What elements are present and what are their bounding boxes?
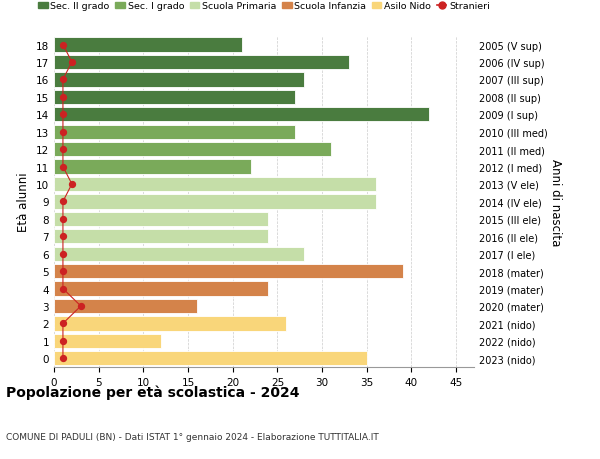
Text: Popolazione per età scolastica - 2024: Popolazione per età scolastica - 2024	[6, 385, 299, 399]
Bar	[54, 90, 295, 105]
Point	[67, 181, 77, 188]
Bar	[54, 317, 286, 331]
Bar	[54, 352, 367, 366]
Point	[58, 42, 68, 49]
Point	[58, 94, 68, 101]
Point	[58, 268, 68, 275]
Point	[58, 146, 68, 153]
Point	[58, 251, 68, 258]
Bar	[54, 108, 430, 122]
Bar	[54, 264, 403, 279]
Point	[58, 320, 68, 327]
Y-axis label: Anni di nascita: Anni di nascita	[548, 158, 562, 246]
Point	[58, 77, 68, 84]
Bar	[54, 125, 295, 140]
Point	[67, 59, 77, 67]
Point	[58, 129, 68, 136]
Bar	[54, 230, 268, 244]
Point	[58, 112, 68, 119]
Point	[58, 285, 68, 292]
Bar	[54, 195, 376, 209]
Bar	[54, 73, 304, 87]
Bar	[54, 56, 349, 70]
Point	[58, 198, 68, 206]
Y-axis label: Età alunni: Età alunni	[17, 172, 31, 232]
Bar	[54, 334, 161, 348]
Bar	[54, 143, 331, 157]
Bar	[54, 212, 268, 226]
Bar	[54, 160, 251, 174]
Point	[58, 233, 68, 241]
Point	[58, 355, 68, 362]
Text: COMUNE DI PADULI (BN) - Dati ISTAT 1° gennaio 2024 - Elaborazione TUTTITALIA.IT: COMUNE DI PADULI (BN) - Dati ISTAT 1° ge…	[6, 431, 379, 441]
Bar	[54, 247, 304, 261]
Bar	[54, 282, 268, 296]
Point	[58, 216, 68, 223]
Legend: Sec. II grado, Sec. I grado, Scuola Primaria, Scuola Infanzia, Asilo Nido, Stran: Sec. II grado, Sec. I grado, Scuola Prim…	[34, 0, 494, 15]
Point	[58, 337, 68, 345]
Point	[58, 163, 68, 171]
Bar	[54, 299, 197, 313]
Bar	[54, 38, 242, 52]
Point	[76, 302, 86, 310]
Bar	[54, 178, 376, 192]
